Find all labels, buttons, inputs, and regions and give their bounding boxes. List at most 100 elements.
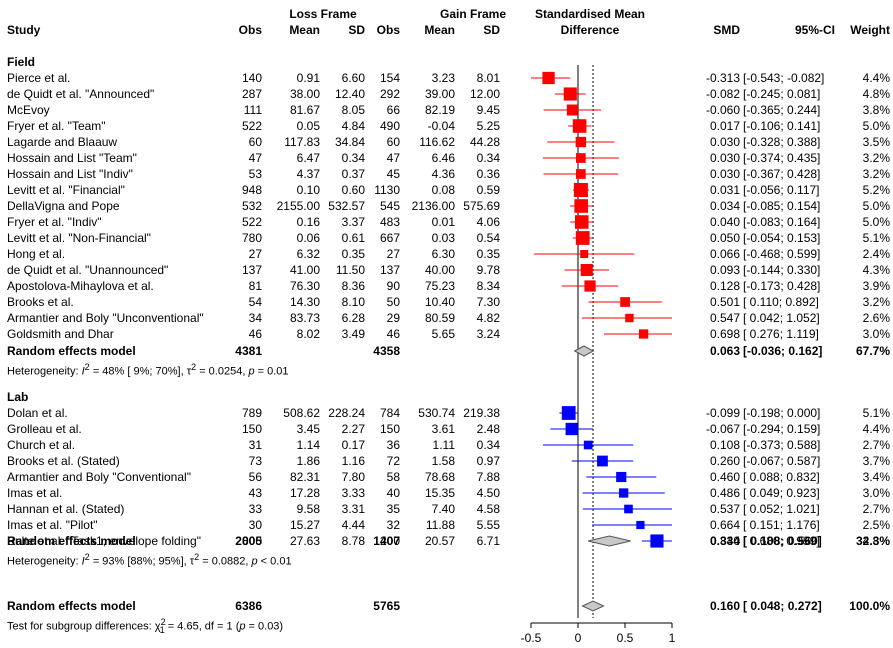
field-row-sd1: 0.61 — [341, 231, 365, 245]
lab-row-smd: -0.099 — [705, 406, 740, 420]
field-effect-square — [575, 231, 590, 245]
field-row-mean2: 6.46 — [431, 151, 455, 165]
smd-plot-title-line2: Difference — [560, 23, 620, 37]
field-row-weight: 3.8% — [862, 103, 890, 117]
field-row-mean2: 6.30 — [431, 247, 455, 261]
field-row-obs1: 522 — [241, 215, 262, 229]
field-row-obs2: 667 — [379, 231, 400, 245]
field-row-sd2: 7.30 — [476, 295, 500, 309]
field-row-obs2: 1130 — [374, 183, 400, 197]
col-header-smd: SMD — [713, 23, 740, 37]
field-pooled-diamond — [573, 345, 595, 357]
lab-row-sd1: 7.80 — [341, 470, 365, 484]
field-row-weight: 4.4% — [862, 71, 890, 85]
field-row-obs1: 522 — [241, 119, 262, 133]
field-row-mean1: 83.73 — [289, 311, 320, 325]
field-row-obs1: 81 — [248, 279, 262, 293]
field-effect-square — [580, 250, 589, 258]
field-row-sd2: 4.06 — [476, 215, 500, 229]
field-effect-square — [573, 183, 588, 197]
field-row-obs1: 46 — [248, 327, 262, 341]
field-summary-label: Random effects model — [7, 344, 136, 358]
field-row-ci: [-0.054; 0.153] — [743, 231, 821, 245]
lab-row-ci: [ 0.052; 1.021] — [743, 502, 820, 516]
x-axis-tick-label: 0 — [575, 631, 582, 645]
lab-row-mean2: 1.58 — [431, 454, 455, 468]
field-row-obs1: 53 — [248, 167, 262, 181]
col-header-sd-loss: SD — [348, 23, 365, 37]
lab-row-ci: [-0.198; 0.000] — [743, 406, 821, 420]
field-row-study: Fryer et al. "Team" — [7, 119, 106, 133]
overall-summary-obs-loss: 6386 — [235, 599, 262, 613]
field-row-mean1: 8.02 — [296, 327, 320, 341]
field-row-mean2: -0.04 — [427, 119, 455, 133]
lab-row-smd: 0.260 — [709, 454, 740, 468]
field-row-obs1: 532 — [241, 199, 262, 213]
field-row-mean1: 81.67 — [289, 103, 320, 117]
field-row-obs2: 545 — [379, 199, 400, 213]
col-header-weight: Weight — [850, 23, 890, 37]
field-row-sd1: 11.50 — [335, 263, 365, 277]
field-effect-square — [584, 280, 596, 292]
lab-row-weight: 2.7% — [862, 438, 890, 452]
field-row-obs2: 46 — [386, 327, 400, 341]
col-header-mean-loss: Mean — [289, 23, 320, 37]
lab-row-obs2: 35 — [386, 502, 400, 516]
lab-row-mean1: 508.62 — [283, 406, 320, 420]
field-row-obs2: 50 — [386, 295, 400, 309]
field-row-sd2: 0.54 — [476, 231, 500, 245]
field-row-mean1: 0.06 — [296, 231, 320, 245]
field-row-smd: -0.082 — [705, 87, 740, 101]
lab-row-mean2: 15.35 — [424, 486, 455, 500]
lab-effect-square — [624, 504, 633, 514]
lab-row-study: Church et al. — [7, 438, 76, 452]
field-row-obs2: 154 — [379, 71, 400, 85]
col-header-obs-loss: Obs — [238, 23, 262, 37]
field-row-study: Fryer et al. "Indiv" — [7, 215, 102, 229]
field-summary-weight: 67.7% — [855, 344, 890, 358]
field-row-weight: 3.2% — [862, 295, 890, 309]
lab-row-mean1: 9.58 — [296, 502, 320, 516]
lab-row-ci: [-0.294; 0.159] — [743, 422, 821, 436]
field-row-mean2: 75.23 — [424, 279, 455, 293]
field-row-sd1: 0.34 — [341, 151, 365, 165]
field-row-sd1: 34.84 — [334, 135, 365, 149]
field-row-ci: [-0.106; 0.141] — [743, 119, 821, 133]
field-section-title: Field — [7, 55, 36, 69]
field-row-smd: 0.040 — [709, 215, 740, 229]
field-row-mean1: 6.32 — [296, 247, 320, 261]
field-row-obs1: 140 — [241, 71, 262, 85]
lab-row-sd2: 6.71 — [476, 534, 500, 548]
lab-effect-square — [597, 455, 608, 467]
field-effect-square — [542, 71, 555, 85]
field-row-ci: [-0.365; 0.244] — [743, 103, 821, 117]
col-header-mean-gain: Mean — [424, 23, 455, 37]
field-row-obs2: 66 — [386, 103, 400, 117]
field-row-weight: 5.0% — [862, 119, 890, 133]
field-row-mean1: 0.91 — [296, 71, 320, 85]
lab-row-sd2: 2.48 — [476, 422, 500, 436]
lab-row-obs2: 784 — [379, 406, 400, 420]
field-row-sd2: 12.00 — [469, 87, 500, 101]
field-row-weight: 5.2% — [862, 183, 890, 197]
lab-row-study: Imas et al. — [7, 486, 63, 500]
field-effect-square — [572, 119, 587, 133]
lab-heterogeneity: Heterogeneity: I2 = 93% [88%; 95%], τ2 =… — [7, 552, 292, 568]
field-effect-square — [575, 136, 586, 148]
col-header-sd-gain: SD — [483, 23, 500, 37]
field-effect-square — [620, 297, 630, 307]
field-row-sd1: 8.36 — [341, 279, 365, 293]
field-row-obs1: 54 — [248, 295, 262, 309]
field-row-smd: 0.501 — [709, 295, 740, 309]
lab-row-obs1: 73 — [248, 454, 262, 468]
field-row-sd2: 9.45 — [476, 103, 500, 117]
field-row-smd: 0.093 — [709, 263, 740, 277]
field-row-study: Pierce et al. — [7, 71, 71, 85]
lab-pooled-diamond — [588, 535, 631, 547]
field-row-obs1: 948 — [241, 183, 262, 197]
lab-row-sd2: 4.58 — [476, 502, 500, 516]
field-row-obs1: 60 — [248, 135, 262, 149]
field-row-mean2: 39.00 — [424, 87, 455, 101]
field-row-sd2: 0.36 — [476, 167, 500, 181]
